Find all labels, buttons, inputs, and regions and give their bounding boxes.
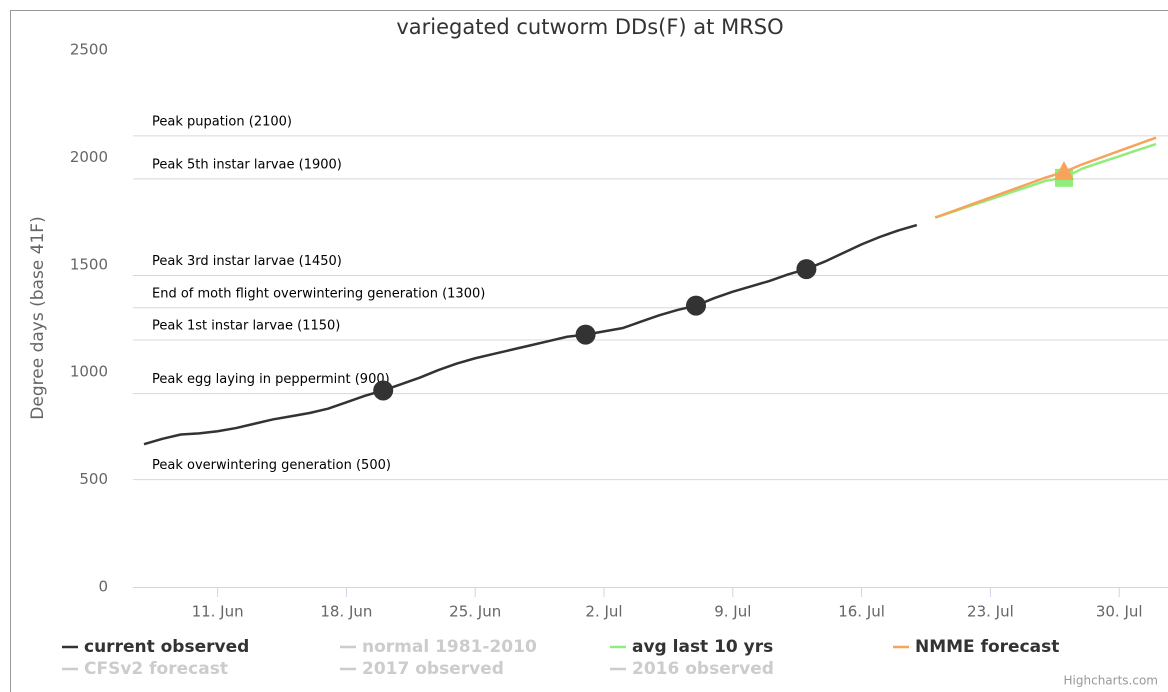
legend-item[interactable]: CFSv2 forecast	[62, 659, 228, 679]
y-tick-label: 1000	[70, 363, 108, 381]
y-tick-label: 1500	[70, 255, 108, 273]
legend-item[interactable]: NMME forecast	[893, 637, 1059, 657]
legend-item[interactable]: 2016 observed	[610, 659, 774, 679]
legend-label: 2016 observed	[632, 659, 774, 679]
series-line	[143, 223, 918, 446]
legend-item[interactable]: avg last 10 yrs	[610, 637, 773, 657]
marker	[373, 380, 394, 401]
y-tick-label: 2000	[70, 148, 108, 166]
x-tick-label: 30. Jul	[1096, 603, 1143, 621]
plot-line-label: End of moth flight overwintering generat…	[152, 286, 485, 301]
x-tick-label: 16. Jul	[838, 603, 885, 621]
x-tick-label: 25. Jun	[449, 603, 501, 621]
x-tick-label: 11. Jun	[192, 603, 244, 621]
marker	[796, 259, 817, 280]
legend-item[interactable]: current observed	[62, 637, 249, 657]
legend-label: CFSv2 forecast	[84, 659, 228, 679]
credits[interactable]: Highcharts.com	[1064, 674, 1158, 688]
plot-line-label: Peak overwintering generation (500)	[152, 458, 391, 473]
chart-frame	[10, 10, 1168, 692]
legend-label: avg last 10 yrs	[632, 637, 773, 657]
chart-title: variegated cutworm DDs(F) at MRSO	[396, 15, 783, 39]
plot-line-label: Peak pupation (2100)	[152, 114, 292, 129]
y-axis-label: Degree days (base 41F)	[28, 216, 48, 419]
plot-line-label: Peak 3rd instar larvae (1450)	[152, 254, 342, 269]
legend-item[interactable]: normal 1981-2010	[340, 637, 537, 657]
marker	[1054, 161, 1074, 181]
y-tick-label: 0	[98, 578, 108, 596]
x-tick-label: 2. Jul	[585, 603, 622, 621]
y-tick-label: 500	[79, 470, 108, 488]
plot-line-label: Peak 1st instar larvae (1150)	[152, 318, 340, 333]
x-tick-label: 18. Jun	[320, 603, 372, 621]
y-tick-label: 2500	[70, 41, 108, 59]
marker	[575, 324, 596, 345]
plot-line-label: Peak egg laying in peppermint (900)	[152, 372, 390, 387]
legend-item[interactable]: 2017 observed	[340, 659, 504, 679]
legend-label: normal 1981-2010	[362, 637, 537, 657]
plot-line-label: Peak 5th instar larvae (1900)	[152, 157, 342, 172]
x-tick-label: 23. Jul	[967, 603, 1014, 621]
series-line	[934, 136, 1157, 219]
legend-label: current observed	[84, 637, 249, 657]
legend-label: NMME forecast	[915, 637, 1059, 657]
marker	[686, 295, 706, 316]
x-tick-label: 9. Jul	[714, 603, 751, 621]
legend-label: 2017 observed	[362, 659, 504, 679]
